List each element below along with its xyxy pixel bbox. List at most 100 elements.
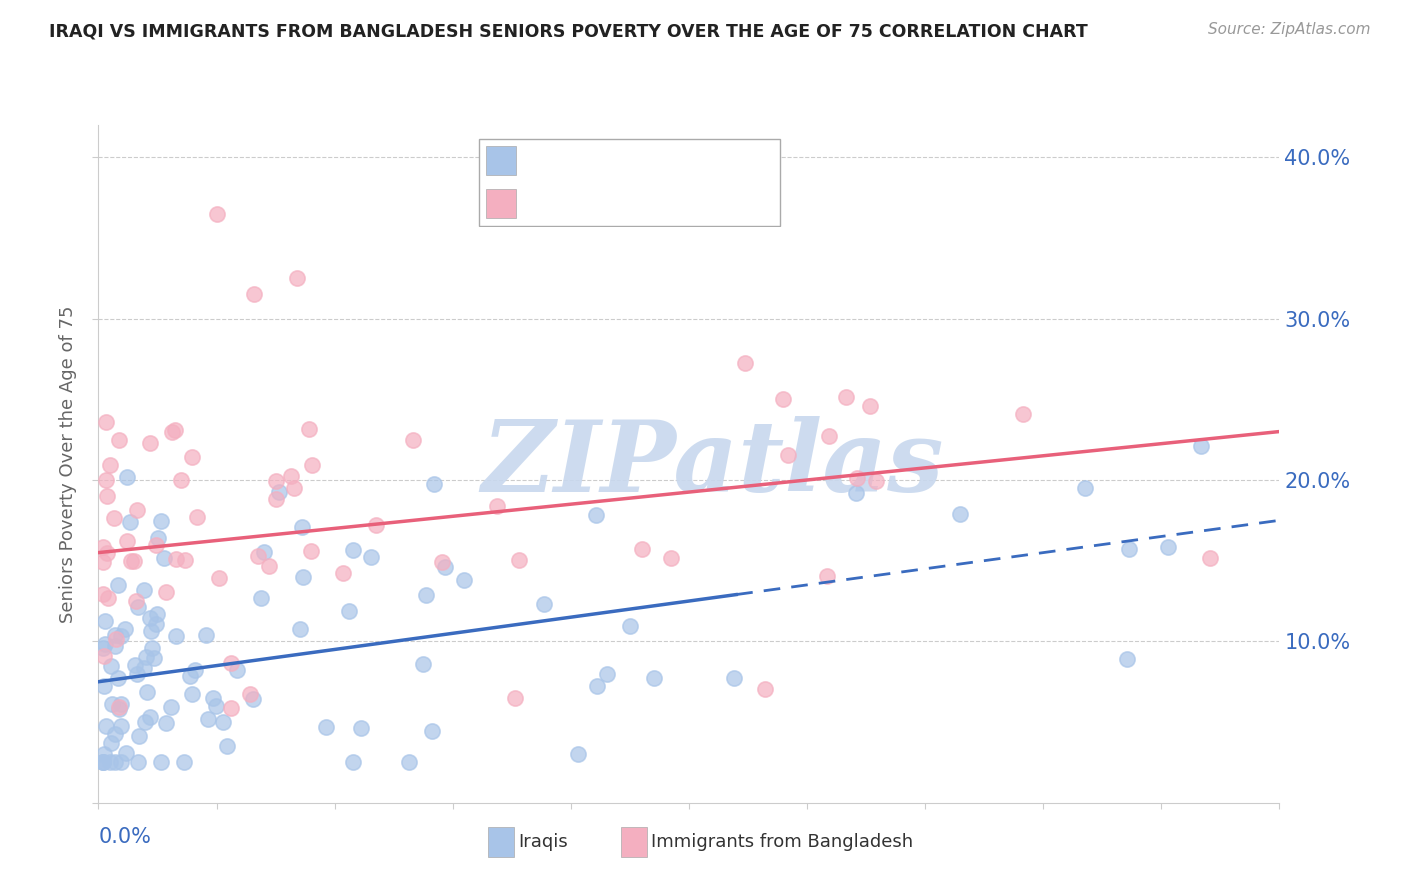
Point <box>350 721 373 735</box>
Point <box>91 555 114 569</box>
Point <box>585 508 607 522</box>
Point <box>122 554 145 568</box>
Point <box>162 425 184 439</box>
Point <box>124 658 146 673</box>
Point <box>139 624 162 639</box>
Point <box>115 534 138 549</box>
Point <box>94 615 117 629</box>
Point <box>337 604 360 618</box>
Point <box>205 699 228 714</box>
Point <box>283 481 305 495</box>
Point <box>508 553 530 567</box>
Point <box>120 515 142 529</box>
Point <box>195 628 218 642</box>
Point <box>146 531 169 545</box>
Point <box>103 756 125 770</box>
Point <box>159 699 181 714</box>
Text: Source: ZipAtlas.com: Source: ZipAtlas.com <box>1208 22 1371 37</box>
Point <box>754 681 776 696</box>
Point <box>181 688 204 702</box>
Point <box>94 473 117 487</box>
Point <box>835 390 858 404</box>
Point <box>104 628 127 642</box>
Point <box>533 597 555 611</box>
Point <box>91 756 114 770</box>
Point <box>360 550 382 565</box>
Point <box>91 587 114 601</box>
Point <box>949 507 972 521</box>
Point <box>1189 439 1212 453</box>
Point <box>342 756 364 770</box>
Point <box>108 700 131 714</box>
Point <box>110 719 132 733</box>
Point <box>96 546 118 560</box>
Point <box>114 623 136 637</box>
Point <box>145 616 167 631</box>
Point <box>859 399 882 413</box>
Point <box>134 714 156 729</box>
Point <box>1199 550 1222 565</box>
Point <box>412 657 434 671</box>
Point <box>139 436 162 450</box>
Point <box>104 640 127 654</box>
Point <box>110 628 132 642</box>
Point <box>169 474 191 488</box>
Point <box>165 423 187 437</box>
Point <box>93 679 115 693</box>
Point <box>257 558 280 573</box>
Point <box>142 651 165 665</box>
Point <box>208 571 231 585</box>
Point <box>108 433 131 447</box>
Point <box>91 756 114 770</box>
Point <box>173 756 195 770</box>
Point <box>219 700 242 714</box>
Point <box>93 649 115 664</box>
Point <box>734 356 756 370</box>
Point <box>127 756 149 770</box>
Point <box>1115 652 1137 666</box>
Text: IRAQI VS IMMIGRANTS FROM BANGLADESH SENIORS POVERTY OVER THE AGE OF 75 CORRELATI: IRAQI VS IMMIGRANTS FROM BANGLADESH SENI… <box>49 22 1088 40</box>
Point <box>108 702 131 716</box>
Point <box>104 632 127 647</box>
Point <box>155 584 177 599</box>
Point <box>420 724 443 739</box>
Point <box>288 622 311 636</box>
Point <box>98 458 121 472</box>
Point <box>186 510 208 524</box>
Point <box>264 492 287 507</box>
Point <box>103 510 125 524</box>
Point <box>1156 541 1178 555</box>
Point <box>94 637 117 651</box>
Text: ZIPatlas: ZIPatlas <box>481 416 943 512</box>
Point <box>415 588 437 602</box>
Point <box>342 543 364 558</box>
Point <box>659 551 682 566</box>
Point <box>145 538 167 552</box>
Point <box>212 715 235 730</box>
Point <box>250 591 273 605</box>
Point <box>846 470 869 484</box>
Point <box>125 594 148 608</box>
Point <box>128 729 150 743</box>
Point <box>631 542 654 557</box>
Point <box>91 640 114 655</box>
Point <box>291 569 314 583</box>
Point <box>93 747 115 761</box>
Point <box>173 553 195 567</box>
Point <box>165 552 187 566</box>
Point <box>155 716 177 731</box>
Point <box>1012 407 1035 421</box>
Point <box>291 520 314 534</box>
Point <box>865 474 887 488</box>
Point <box>150 514 173 528</box>
Point <box>1074 481 1097 495</box>
Point <box>772 392 794 407</box>
Point <box>643 671 665 685</box>
Point <box>422 476 444 491</box>
Point <box>179 669 201 683</box>
Point <box>398 756 420 770</box>
Point <box>332 566 354 581</box>
Point <box>205 207 228 221</box>
Point <box>219 657 242 671</box>
Point <box>127 600 149 615</box>
